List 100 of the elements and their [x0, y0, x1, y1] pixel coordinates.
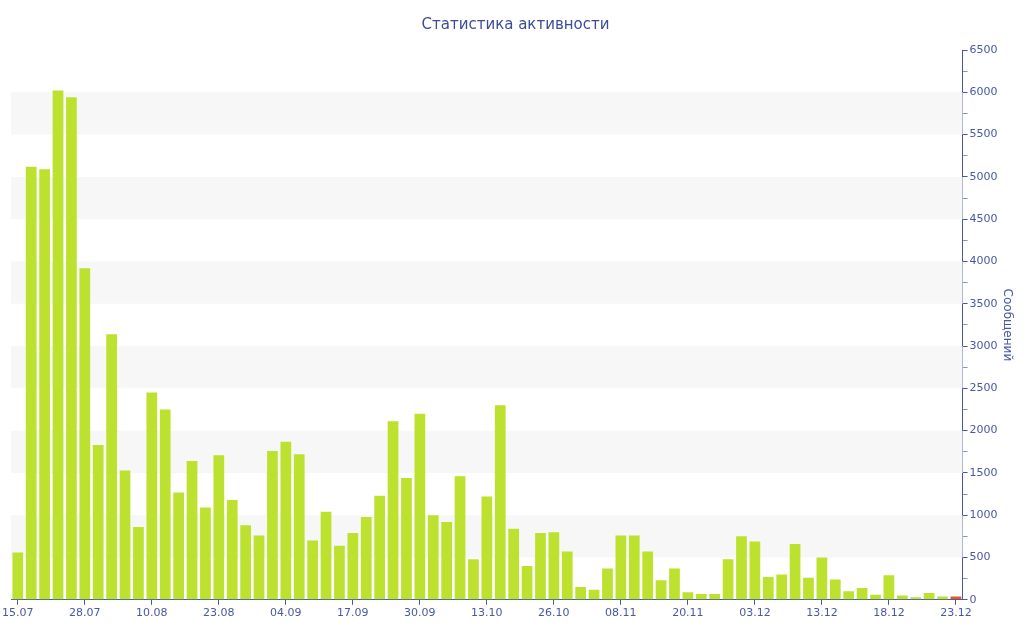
x-tick-label: 13.12 — [806, 606, 838, 620]
bar — [200, 507, 211, 600]
bar — [749, 541, 761, 600]
bar — [910, 597, 922, 600]
x-tick-label: 10.08 — [136, 606, 168, 620]
x-tick-label: 30.09 — [404, 606, 436, 620]
x-tick-label: 26.10 — [538, 606, 570, 620]
bar — [575, 587, 587, 600]
bar — [414, 413, 426, 600]
bar — [776, 574, 788, 600]
y-tick-label: 4000 — [969, 254, 998, 268]
bar — [468, 559, 479, 600]
y-tick-label: 1500 — [969, 465, 998, 479]
bar — [789, 543, 801, 600]
bar — [106, 334, 117, 600]
bar — [360, 516, 372, 600]
bar — [736, 536, 747, 600]
bar — [521, 565, 533, 600]
bar — [870, 594, 881, 600]
bar — [535, 532, 546, 600]
x-tick-label: 18.12 — [873, 606, 905, 620]
bar — [561, 551, 573, 600]
bar — [548, 532, 560, 600]
y-tick-label: 1000 — [969, 508, 998, 522]
bar — [722, 559, 734, 600]
y-tick-label: 5000 — [969, 169, 998, 183]
bar — [762, 576, 774, 600]
y-tick-label: 500 — [969, 550, 991, 564]
bar — [950, 596, 962, 600]
y-tick-label: 6000 — [969, 85, 998, 99]
bar — [401, 478, 412, 600]
bar — [494, 405, 506, 600]
bar — [709, 593, 721, 600]
y-tick-label: 5500 — [969, 127, 998, 141]
x-tick-label: 20.11 — [672, 606, 704, 620]
x-tick-label: 15.07 — [2, 606, 34, 620]
bar — [803, 577, 814, 600]
bar — [387, 421, 399, 600]
bar — [508, 528, 520, 600]
bar — [347, 532, 359, 600]
bar — [883, 575, 895, 600]
bar — [226, 499, 238, 600]
y-tick-label: 6500 — [969, 42, 998, 56]
y-tick-label: 2000 — [969, 423, 998, 437]
x-tick-label: 28.07 — [69, 606, 101, 620]
bar — [374, 495, 386, 600]
bar — [307, 540, 318, 600]
y-tick-label: 3500 — [969, 296, 998, 310]
bar — [133, 527, 144, 600]
bar — [213, 455, 225, 600]
bar — [173, 492, 184, 600]
bar — [682, 592, 694, 600]
bar — [159, 409, 171, 600]
bar — [829, 579, 841, 600]
x-tick-label: 03.12 — [739, 606, 771, 620]
bar — [628, 535, 640, 600]
bar — [615, 535, 627, 600]
bar — [146, 392, 158, 600]
bar — [669, 568, 680, 600]
x-tick-label: 17.09 — [337, 606, 369, 620]
bar — [267, 450, 278, 600]
bar — [186, 461, 198, 600]
bar — [79, 268, 91, 600]
bar — [427, 515, 439, 600]
bar — [253, 535, 265, 600]
bar — [334, 545, 345, 600]
y-axis-title: Сообщений — [1000, 288, 1015, 362]
x-tick-label: 04.09 — [270, 606, 302, 620]
chart-title: Статистика активности — [421, 14, 610, 33]
bar — [642, 551, 654, 600]
bar — [39, 169, 50, 600]
bar — [655, 580, 667, 600]
bar — [937, 596, 948, 600]
x-tick-label: 08.11 — [605, 606, 637, 620]
y-tick-label: 4500 — [969, 212, 998, 226]
bar — [602, 568, 613, 600]
bar — [695, 593, 707, 600]
y-tick-label: 3000 — [969, 338, 998, 352]
bar — [441, 521, 453, 600]
bar — [280, 441, 292, 600]
y-tick-label: 0 — [969, 592, 977, 606]
y-tick-label: 2500 — [969, 381, 998, 395]
bar — [25, 166, 37, 600]
bar — [454, 476, 466, 600]
bar — [293, 454, 305, 600]
bar — [923, 593, 935, 600]
bar — [240, 525, 251, 600]
bar — [843, 591, 855, 600]
bar — [66, 97, 77, 600]
bar — [320, 511, 332, 600]
bar — [119, 470, 131, 600]
x-tick-label: 13.10 — [471, 606, 503, 620]
bar — [52, 90, 64, 600]
bar — [12, 552, 24, 600]
bar — [481, 496, 493, 600]
x-tick-label: 23.12 — [940, 606, 972, 620]
x-tick-label: 23.08 — [203, 606, 235, 620]
bar — [816, 557, 828, 600]
bar — [856, 587, 868, 600]
bar — [92, 445, 104, 600]
